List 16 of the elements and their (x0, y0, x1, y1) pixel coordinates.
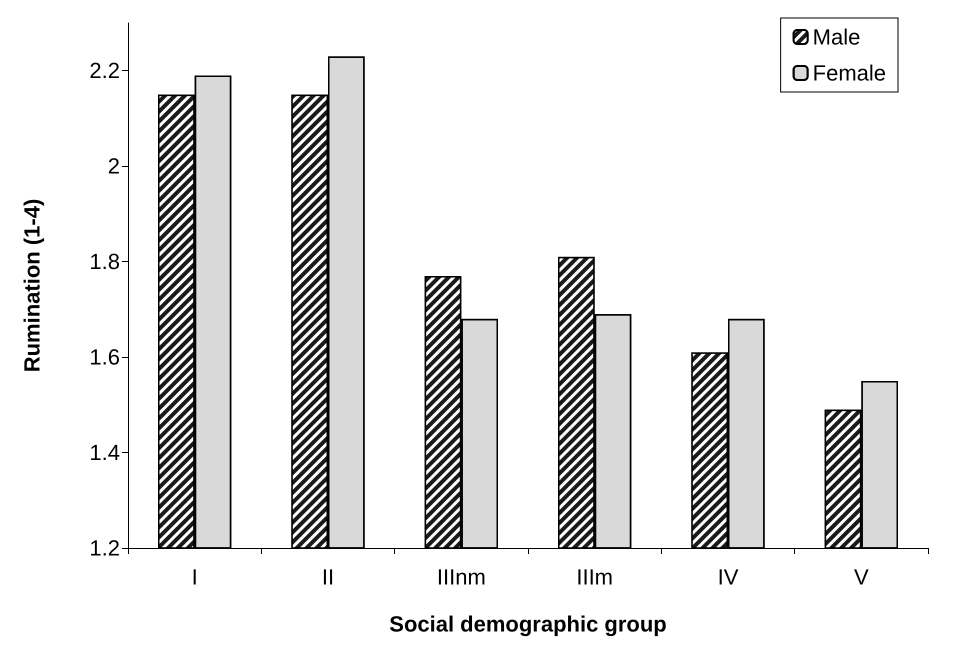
x-tick-label: I (192, 564, 198, 590)
legend-label: Female (812, 60, 886, 86)
y-axis-title: Rumination (1-4) (20, 198, 44, 372)
y-tick-label: 1.2 (89, 536, 120, 560)
y-tick-label: 2.2 (89, 58, 120, 84)
legend-label: Male (812, 24, 860, 50)
y-tick-label: 1.8 (89, 249, 120, 274)
x-tick-label: IIInm (436, 564, 486, 590)
x-axis-title: Social demographic group (389, 612, 667, 636)
x-tick-label: IIIm (576, 564, 614, 590)
y-tick-label: 2 (108, 154, 120, 179)
x-tick-label: V (854, 564, 869, 590)
x-tick-label: II (322, 564, 334, 590)
y-tick-label: 1.6 (89, 344, 120, 370)
x-tick-label: IV (718, 564, 739, 590)
y-tick-label: 1.4 (89, 440, 120, 466)
